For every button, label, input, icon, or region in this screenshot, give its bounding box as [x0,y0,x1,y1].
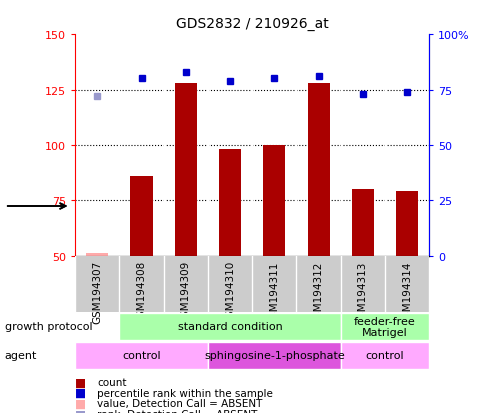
Text: GSM194307: GSM194307 [92,261,102,324]
Title: GDS2832 / 210926_at: GDS2832 / 210926_at [176,17,328,31]
Bar [86,254,108,256]
Text: standard condition: standard condition [177,322,282,332]
Text: count: count [97,377,126,387]
Text: percentile rank within the sample: percentile rank within the sample [97,388,272,398]
Text: control: control [365,351,404,361]
Bar [351,190,373,256]
Bar [119,313,340,340]
Text: ■: ■ [75,375,86,389]
Text: GSM194314: GSM194314 [401,261,411,324]
Text: GSM194310: GSM194310 [225,261,235,324]
Text: GSM194308: GSM194308 [136,261,146,324]
Text: sphingosine-1-phosphate: sphingosine-1-phosphate [204,351,344,361]
Text: ■: ■ [75,397,86,410]
Text: GSM194312: GSM194312 [313,261,323,324]
Text: control: control [122,351,161,361]
Text: feeder-free
Matrigel: feeder-free Matrigel [353,316,415,337]
Bar [174,84,197,256]
Text: agent: agent [5,351,37,361]
Bar [208,342,340,369]
Text: ■: ■ [75,408,86,413]
Text: GSM194313: GSM194313 [357,261,367,324]
Text: value, Detection Call = ABSENT: value, Detection Call = ABSENT [97,399,262,408]
Bar [263,146,285,256]
Bar [395,192,417,256]
Bar [219,150,241,256]
Text: ■: ■ [75,386,86,399]
Text: rank, Detection Call = ABSENT: rank, Detection Call = ABSENT [97,409,257,413]
Text: growth protocol: growth protocol [5,322,92,332]
Text: GSM194309: GSM194309 [181,261,190,324]
Bar [307,84,329,256]
Bar [340,313,428,340]
Bar [340,342,428,369]
Bar [130,176,152,256]
Text: GSM194311: GSM194311 [269,261,279,324]
Bar [75,342,208,369]
